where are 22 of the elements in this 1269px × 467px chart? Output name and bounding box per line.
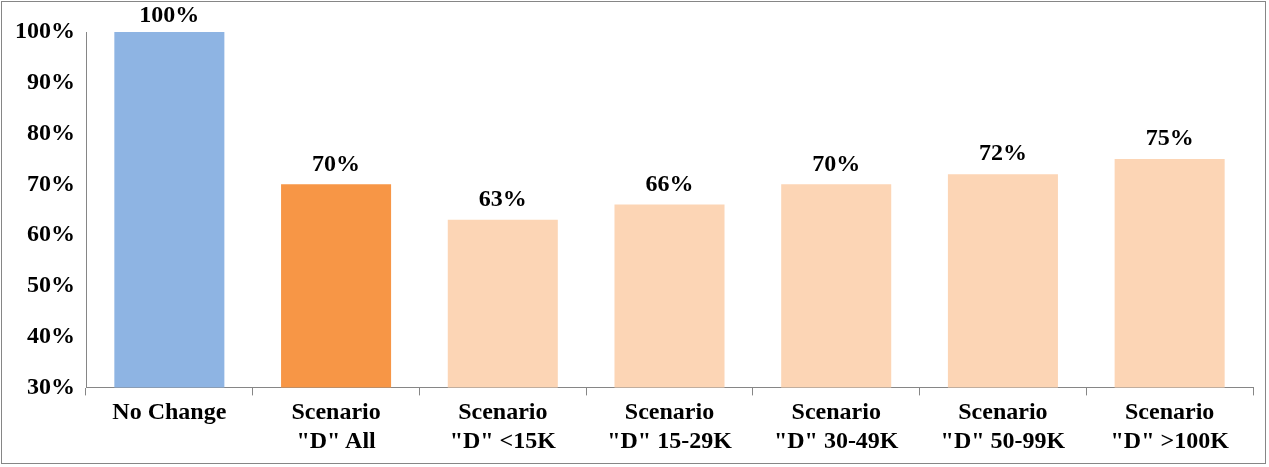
data-label: 72% — [978, 139, 1027, 166]
y-tick-label: 80% — [27, 118, 75, 145]
y-tick-label: 70% — [27, 169, 75, 196]
y-tick-label: 90% — [27, 67, 75, 94]
x-tick-label: Scenario "D" 15-29K — [607, 398, 733, 453]
y-tick-label: 30% — [27, 372, 75, 399]
data-label: 66% — [645, 169, 694, 196]
data-label: 75% — [1145, 124, 1194, 151]
x-tick-label: Scenario "D" 30-49K — [773, 398, 899, 453]
data-label: 100% — [139, 1, 200, 28]
x-tick-label: No Change — [112, 398, 227, 424]
x-tick-label: Scenario "D" All — [291, 398, 381, 453]
data-label: 70% — [812, 149, 861, 176]
y-tick-label: 50% — [27, 271, 75, 298]
data-label: 63% — [478, 185, 527, 212]
x-tick-label: Scenario "D" >100K — [1110, 398, 1230, 453]
y-tick-label: 60% — [27, 220, 75, 247]
data-label: 70% — [312, 149, 361, 176]
y-tick-label: 100% — [15, 17, 75, 44]
y-tick-label: 40% — [27, 321, 75, 348]
x-tick-label: Scenario "D" <15K — [449, 398, 557, 453]
x-tick-label: Scenario "D" 50-99K — [940, 398, 1066, 453]
